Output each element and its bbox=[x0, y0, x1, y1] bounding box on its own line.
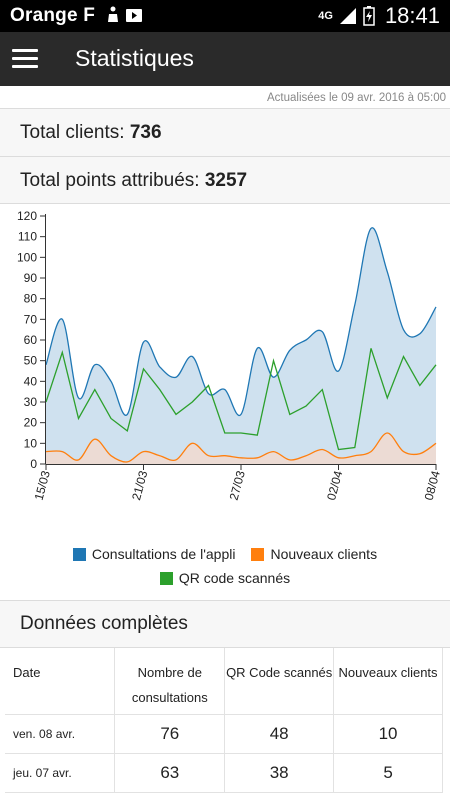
header-consultations: Nombre de consultations bbox=[114, 648, 226, 715]
total-points-row: Total points attribués: 3257 bbox=[0, 156, 450, 204]
x-tick-label: 21/03 bbox=[129, 469, 150, 502]
y-tick-label: 120 bbox=[17, 209, 37, 223]
header-nouveaux-clients: Nouveaux clients bbox=[333, 648, 443, 715]
legend-item-consultations: Consultations de l'appli bbox=[72, 546, 236, 562]
y-tick-label: 90 bbox=[24, 271, 38, 285]
total-clients-label: Total clients: bbox=[20, 122, 125, 143]
series-line-qr-code bbox=[45, 348, 437, 451]
y-tick-label: 100 bbox=[17, 250, 37, 264]
y-tick-label: 70 bbox=[24, 312, 38, 326]
y-tick-label: 10 bbox=[24, 436, 38, 450]
y-tick-label: 30 bbox=[24, 395, 38, 409]
cell-qr: 48 bbox=[224, 714, 335, 754]
y-tick-label: 110 bbox=[18, 230, 37, 244]
x-tick-label: 15/03 bbox=[32, 469, 53, 502]
network-type: 4G bbox=[318, 10, 333, 22]
notification-icon bbox=[108, 6, 118, 22]
total-points-label: Total points attribués: bbox=[20, 170, 200, 191]
header-date: Date bbox=[5, 648, 116, 715]
full-data-section-header: Données complètes bbox=[0, 600, 450, 648]
legend-swatch-nouveaux-clients bbox=[251, 547, 265, 561]
clock: 18:41 bbox=[384, 3, 440, 28]
data-table: Date Nombre de consultations QR Code sca… bbox=[5, 648, 443, 793]
series-line-nouveaux-clients bbox=[45, 432, 437, 463]
page-title: Statistiques bbox=[75, 45, 194, 71]
table-header-row: Date Nombre de consultations QR Code sca… bbox=[5, 648, 443, 715]
cell-qr: 38 bbox=[224, 753, 335, 793]
total-points-value: 3257 bbox=[204, 170, 248, 191]
hamburger-menu-icon[interactable] bbox=[12, 49, 38, 69]
status-bar: Orange F 4G 18:41 bbox=[0, 0, 450, 32]
photo-icon bbox=[126, 9, 142, 22]
legend-label-nouveaux-clients: Nouveaux clients bbox=[270, 546, 378, 562]
legend-swatch-qr-code bbox=[159, 571, 173, 585]
line-chart-svg: 0 10 20 30 40 50 60 70 80 90 100 110 120 15/03 21/03 27… bbox=[17, 209, 443, 502]
cell-nouveaux: 5 bbox=[333, 753, 443, 793]
legend-label-consultations: Consultations de l'appli bbox=[91, 546, 236, 562]
area-consultations bbox=[46, 227, 436, 464]
table-row[interactable]: jeu. 07 avr. 63 38 5 bbox=[5, 753, 443, 793]
legend-label-qr-code: QR code scannés bbox=[178, 570, 291, 586]
y-tick-label: 60 bbox=[24, 333, 38, 347]
series-line-consultations bbox=[45, 227, 437, 417]
y-tick-label: 0 bbox=[30, 457, 37, 471]
last-updated-text: Actualisées le 09 avr. 2016 à 05:00 bbox=[266, 92, 446, 104]
carrier-name: Orange F bbox=[10, 5, 96, 26]
section-title: Données complètes bbox=[20, 613, 188, 634]
header-qr-code: QR Code scannés bbox=[224, 648, 335, 715]
signal-icon bbox=[339, 8, 356, 24]
table-row[interactable]: ven. 08 avr. 76 48 10 bbox=[5, 714, 443, 754]
app-bar: Statistiques bbox=[0, 32, 450, 86]
y-tick-label: 40 bbox=[24, 374, 38, 388]
x-tick-label: 08/04 bbox=[422, 469, 443, 502]
legend-item-nouveaux-clients: Nouveaux clients bbox=[251, 546, 377, 562]
y-tick-label: 20 bbox=[24, 416, 38, 430]
total-clients-row: Total clients: 736 bbox=[0, 108, 450, 156]
legend-item-qr-code: QR code scannés bbox=[159, 570, 291, 586]
cell-nouveaux: 10 bbox=[333, 714, 443, 754]
notification-icons bbox=[107, 6, 143, 24]
x-tick-label: 27/03 bbox=[227, 469, 248, 502]
x-tick-label: 02/04 bbox=[324, 469, 345, 502]
cell-consultations: 76 bbox=[114, 714, 226, 754]
cell-date: jeu. 07 avr. bbox=[5, 753, 116, 793]
battery-icon bbox=[363, 6, 375, 26]
cell-consultations: 63 bbox=[114, 753, 226, 793]
y-tick-label: 80 bbox=[24, 292, 38, 306]
chart-legend: Consultations de l'appli Nouveaux client… bbox=[0, 546, 450, 594]
y-tick-label: 50 bbox=[24, 354, 38, 368]
legend-swatch-consultations bbox=[72, 547, 86, 561]
cell-date: ven. 08 avr. bbox=[5, 714, 116, 754]
statistics-chart: 0 10 20 30 40 50 60 70 80 90 100 110 120 15/03 21/03 27… bbox=[0, 204, 450, 510]
total-clients-value: 736 bbox=[129, 122, 162, 143]
area-nouveaux-clients bbox=[46, 433, 436, 464]
